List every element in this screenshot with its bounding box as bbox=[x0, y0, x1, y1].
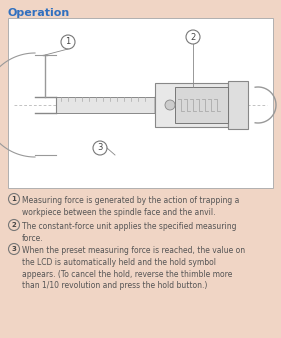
Text: The constant-force unit applies the specified measuring
force.: The constant-force unit applies the spec… bbox=[22, 222, 237, 243]
Text: 1: 1 bbox=[12, 196, 16, 202]
Bar bbox=[8, 18, 273, 188]
Text: 2: 2 bbox=[190, 32, 196, 42]
Text: When the preset measuring force is reached, the value on
the LCD is automaticall: When the preset measuring force is reach… bbox=[22, 246, 245, 290]
Bar bbox=[155, 83, 228, 127]
Bar bbox=[175, 87, 228, 123]
Text: 1: 1 bbox=[65, 38, 71, 47]
Text: Measuring force is generated by the action of trapping a
workpiece between the s: Measuring force is generated by the acti… bbox=[22, 196, 239, 217]
Text: 3: 3 bbox=[12, 246, 16, 252]
Text: 2: 2 bbox=[12, 222, 16, 228]
Text: Operation: Operation bbox=[8, 8, 70, 18]
Bar bbox=[56, 97, 155, 113]
Circle shape bbox=[165, 100, 175, 110]
Bar bbox=[228, 81, 248, 129]
Text: 3: 3 bbox=[97, 144, 103, 152]
Polygon shape bbox=[155, 93, 167, 117]
